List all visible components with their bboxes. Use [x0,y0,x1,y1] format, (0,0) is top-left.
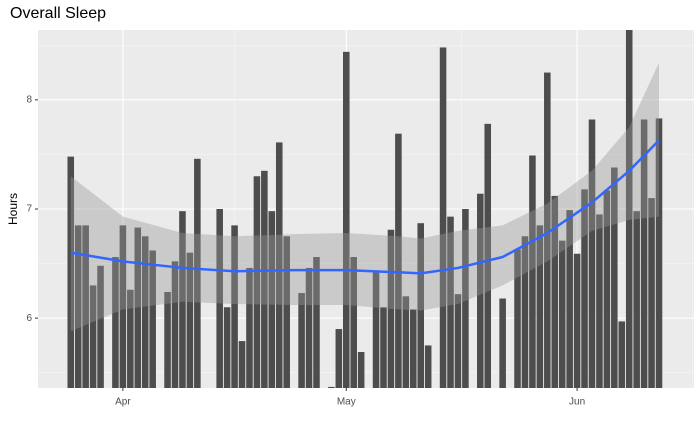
bar [305,267,313,388]
bar [357,351,365,388]
bar [238,341,246,388]
bar [618,321,626,388]
bar [298,293,305,388]
bar [521,236,529,388]
bar [655,118,663,388]
bar [171,261,179,388]
bar [551,195,559,388]
bar [164,291,171,388]
bar [246,267,253,388]
bar [611,167,618,388]
y-axis-label: Hours [6,193,20,225]
bar [97,265,104,388]
bar [588,119,596,388]
bar [186,252,194,388]
bar [387,229,395,388]
bar [625,30,633,388]
bar [74,225,82,388]
bar [402,296,410,388]
bar [194,158,201,388]
bar [141,236,149,388]
bar [350,257,357,388]
bar [216,209,223,388]
bar [633,211,640,388]
bar [424,345,432,388]
bar [112,257,119,388]
bar [149,250,156,388]
x-tick-label: Jun [569,397,585,408]
bar [573,253,581,388]
bar [134,227,142,388]
bar [179,211,186,388]
bar [477,193,484,388]
smooth-line [70,139,660,275]
chart-title: Overall Sleep [10,5,106,22]
bar [223,307,231,388]
bar [484,123,492,388]
bar [67,156,75,388]
y-tick-label: 6 [26,313,32,324]
bar [558,240,566,388]
y-tick-label: 8 [26,94,32,105]
bar [89,285,97,388]
bar [514,249,521,388]
bar [439,47,447,388]
bar [566,210,573,388]
bar [417,223,425,388]
bar [462,209,469,388]
x-tick-label: Apr [115,397,131,408]
bar [447,216,454,388]
bar [581,189,588,388]
bar [335,329,343,388]
bar [544,72,551,388]
bar [268,211,276,388]
confidence-band [70,62,660,332]
bar [82,225,89,388]
bar [283,236,290,388]
x-tick-label: May [337,397,356,408]
bar [536,225,544,388]
bar [328,386,335,388]
bar [529,155,536,388]
bar [380,307,387,388]
bar [499,298,506,388]
bar [261,170,268,388]
bar [596,214,603,388]
y-tick-label: 7 [26,204,32,215]
bar [372,272,380,388]
bar [640,119,648,388]
bar [395,133,402,388]
bar [275,142,283,388]
bar [231,225,238,388]
bar [648,198,655,388]
bar [313,257,320,388]
bar [603,190,611,388]
plot-area [67,30,663,388]
bar [410,309,417,388]
bar [119,225,127,388]
bar [454,294,462,388]
bar [127,289,134,388]
bar [253,176,261,388]
bar [342,51,350,388]
